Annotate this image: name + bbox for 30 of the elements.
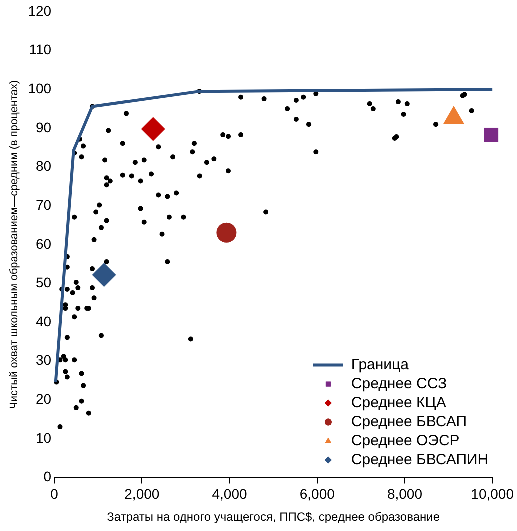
- legend-label: Среднее БВСАП: [351, 413, 467, 430]
- x-axis-title: Затраты на одного учащегося, ППС$, среднее образование: [107, 510, 440, 524]
- y-tick-label: 30: [36, 352, 52, 368]
- x-tick-label: 10,000: [471, 486, 514, 502]
- y-axis-title: Чистый охват школьным образованием—средним (в процентах): [8, 80, 21, 410]
- point: [141, 117, 166, 142]
- legend-label: Среднее БВСАПИН: [351, 451, 489, 468]
- legend-label: Граница: [351, 356, 410, 374]
- x-tick-label: 8,000: [387, 486, 423, 502]
- point: [216, 222, 237, 243]
- x-tick-label: 2,000: [124, 486, 160, 502]
- y-tick-label: 20: [36, 391, 52, 408]
- y-tick-label: 40: [36, 313, 52, 330]
- y-tick-label: 80: [36, 158, 52, 174]
- legend-label: Среднее КЦА: [351, 394, 446, 412]
- y-tick-label: 60: [36, 236, 52, 252]
- x-tick-label: 6,000: [300, 486, 336, 502]
- y-tick-label: 120: [28, 2, 52, 19]
- y-tick-label: 110: [29, 42, 52, 58]
- legend-label: Среднее ССЗ: [351, 375, 448, 392]
- y-tick-label: 90: [36, 119, 52, 136]
- point: [484, 128, 499, 142]
- y-tick-label: 50: [36, 274, 52, 291]
- y-tick-label: 70: [36, 196, 52, 213]
- y-tick-label: 100: [28, 80, 52, 96]
- x-tick-label: 4,000: [212, 486, 248, 502]
- y-tick-label: 10: [36, 430, 52, 446]
- point: [92, 263, 116, 288]
- y-tick-label: 0: [44, 468, 52, 485]
- legend-label: Среднее ОЭСР: [351, 432, 460, 450]
